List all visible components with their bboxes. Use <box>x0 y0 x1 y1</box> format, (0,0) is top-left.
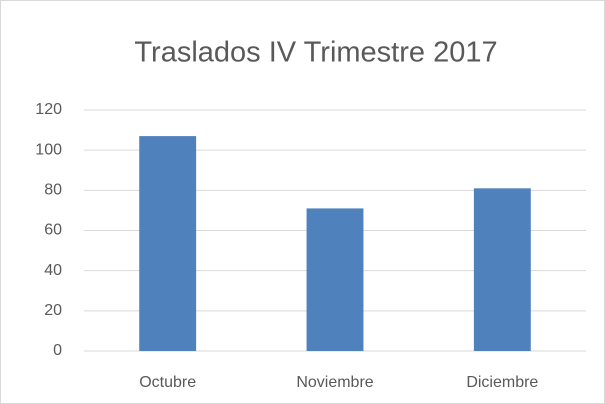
y-tick-label: 40 <box>44 262 62 279</box>
bar <box>306 208 364 351</box>
x-tick-label: Diciembre <box>466 374 538 391</box>
bar <box>473 188 531 351</box>
y-tick-label: 0 <box>53 342 62 359</box>
chart-title: Traslados IV Trimestre 2017 <box>134 37 497 69</box>
y-tick-label: 60 <box>44 222 62 239</box>
x-tick-label: Noviembre <box>296 374 373 391</box>
y-tick-label: 80 <box>44 182 62 199</box>
y-tick-label: 120 <box>35 101 62 118</box>
y-tick-label: 20 <box>44 302 62 319</box>
y-tick-label: 100 <box>35 141 62 158</box>
x-tick-label: Octubre <box>139 374 196 391</box>
bar <box>139 136 197 351</box>
